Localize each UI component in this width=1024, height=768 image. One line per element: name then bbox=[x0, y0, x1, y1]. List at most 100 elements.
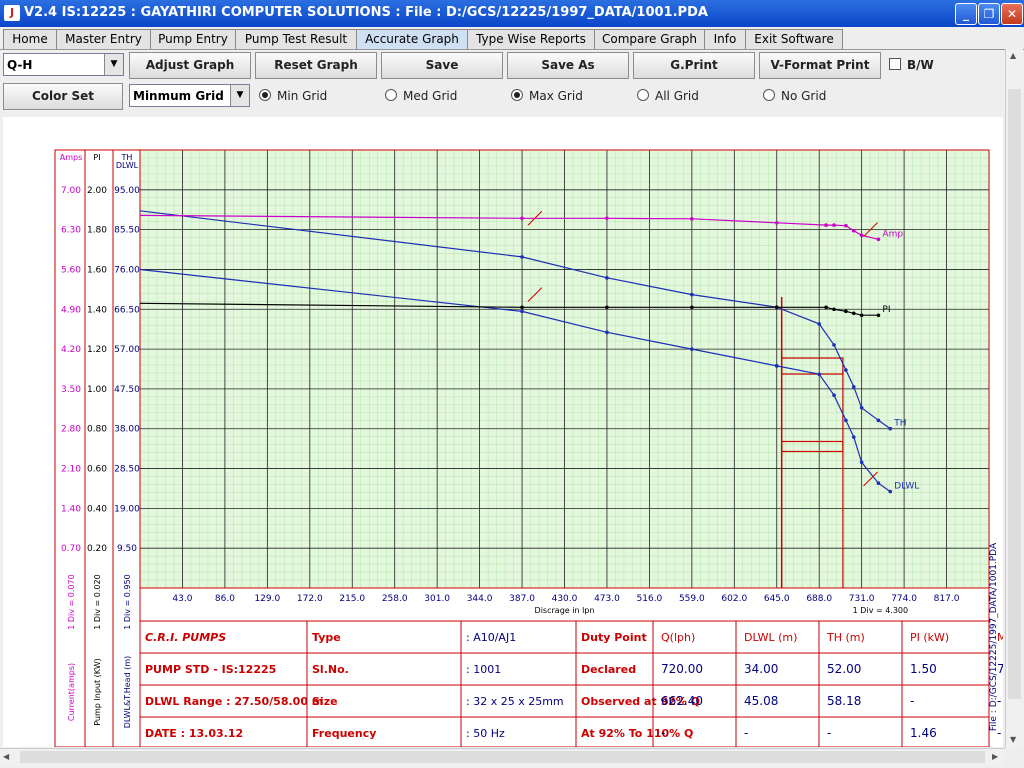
graph-panel: 43.0 86.0 129.0 172.0 215.0 258.0 301.0 344.0 38… bbox=[3, 117, 1024, 748]
side-file-label: File : D:/GCS/12225/1997_DATA/1001.PDA bbox=[989, 542, 999, 731]
tab-compare-graph[interactable]: Compare Graph bbox=[594, 29, 705, 49]
save-button[interactable]: Save bbox=[381, 52, 503, 79]
x-axis-label: Discrage in lpn bbox=[535, 606, 595, 615]
table-cell: - bbox=[997, 694, 1001, 708]
radio-no-grid[interactable]: No Grid bbox=[763, 89, 826, 103]
data-point bbox=[520, 309, 524, 314]
y-axis-label: DLWL&T.Head (m) bbox=[123, 656, 132, 728]
grid-select[interactable]: Minmum Grid ▼ bbox=[129, 84, 250, 107]
radio-icon[interactable] bbox=[511, 89, 523, 101]
adjust-graph-button[interactable]: Adjust Graph bbox=[129, 52, 251, 79]
y-div-note: 1 Div = 0.070 bbox=[67, 574, 76, 629]
close-button[interactable]: ✕ bbox=[1001, 3, 1023, 25]
table-cell: : A10/AJ1 bbox=[466, 631, 516, 644]
data-point bbox=[690, 347, 694, 351]
table-cell: C.R.I. PUMPS bbox=[145, 631, 226, 644]
y-tick-label: 57.00 bbox=[114, 345, 140, 355]
tolerance-marker bbox=[527, 210, 543, 226]
radio-max-grid[interactable]: Max Grid bbox=[511, 89, 583, 103]
data-point bbox=[876, 481, 881, 486]
radio-icon[interactable] bbox=[763, 89, 775, 101]
gprint-button[interactable]: G.Print bbox=[633, 52, 755, 79]
y-tick-label: 2.10 bbox=[61, 465, 81, 475]
radio-icon[interactable] bbox=[259, 89, 271, 101]
graph-type-select[interactable]: Q-H ▼ bbox=[3, 53, 124, 76]
chevron-down-icon[interactable]: ▼ bbox=[104, 54, 123, 75]
tolerance-marker bbox=[527, 287, 543, 302]
data-point bbox=[851, 435, 856, 439]
scroll-down-icon[interactable]: ▼ bbox=[1010, 735, 1017, 744]
x-tick-label: 301.0 bbox=[424, 594, 450, 604]
vertical-scrollbar[interactable]: ▲ ▼ bbox=[1005, 49, 1023, 748]
java-app-icon: J bbox=[4, 5, 20, 21]
radio-icon[interactable] bbox=[385, 89, 397, 101]
scroll-right-icon[interactable]: ▶ bbox=[992, 752, 999, 761]
data-point bbox=[774, 305, 779, 310]
radio-min-grid[interactable]: Min Grid bbox=[259, 89, 327, 103]
x-tick-label: 387.0 bbox=[509, 594, 535, 604]
radio-label: Max Grid bbox=[529, 89, 583, 103]
bw-checkbox[interactable]: B/W bbox=[889, 58, 934, 72]
data-point bbox=[520, 216, 524, 221]
vformat-print-button[interactable]: V-Format Print bbox=[759, 52, 881, 79]
tab-exit-software[interactable]: Exit Software bbox=[745, 29, 843, 49]
x-tick-label: 774.0 bbox=[891, 594, 917, 604]
table-cell: Duty Point bbox=[581, 631, 647, 644]
data-point bbox=[824, 223, 828, 227]
minimize-button[interactable]: _ bbox=[955, 3, 977, 25]
x-tick-label: 86.0 bbox=[215, 594, 235, 604]
y-tick-label: 9.50 bbox=[117, 544, 137, 554]
x-tick-label: 731.0 bbox=[849, 594, 875, 604]
tab-pump-entry[interactable]: Pump Entry bbox=[150, 29, 236, 49]
table-cell: 720.00 bbox=[661, 662, 703, 676]
series-label: Amp bbox=[882, 229, 903, 239]
x-tick-label: 516.0 bbox=[637, 594, 663, 604]
tab-pump-test-result[interactable]: Pump Test Result bbox=[235, 29, 357, 49]
tab-home[interactable]: Home bbox=[3, 29, 57, 49]
radio-all-grid[interactable]: All Grid bbox=[637, 89, 699, 103]
scroll-thumb[interactable] bbox=[1008, 89, 1021, 699]
radio-med-grid[interactable]: Med Grid bbox=[385, 89, 457, 103]
graph-type-value: Q-H bbox=[7, 58, 33, 72]
table-cell: PUMP STD - IS:12225 bbox=[145, 663, 276, 676]
y-tick-label: 1.00 bbox=[87, 385, 107, 395]
table-cell: TH (m) bbox=[826, 631, 865, 644]
tolerance-marker bbox=[863, 471, 878, 487]
data-point bbox=[844, 223, 848, 228]
tolerance-marker bbox=[863, 222, 878, 237]
table-cell: - bbox=[661, 726, 665, 740]
scroll-up-icon[interactable]: ▲ bbox=[1010, 51, 1017, 60]
scroll-left-icon[interactable]: ◀ bbox=[3, 752, 10, 761]
reset-graph-button[interactable]: Reset Graph bbox=[255, 52, 377, 79]
radio-icon[interactable] bbox=[637, 89, 649, 101]
tab-accurate-graph[interactable]: Accurate Graph bbox=[356, 29, 468, 49]
y-axis-label: Pump Input (KW) bbox=[93, 658, 102, 726]
checkbox-icon[interactable] bbox=[889, 58, 901, 70]
x-tick-label: 258.0 bbox=[382, 594, 408, 604]
data-point bbox=[690, 305, 694, 310]
table-cell: 1.46 bbox=[910, 726, 937, 740]
maximize-button[interactable]: ❐ bbox=[978, 3, 1000, 25]
scroll-thumb[interactable] bbox=[20, 751, 985, 763]
chevron-down-icon[interactable]: ▼ bbox=[230, 85, 249, 106]
title-bar: J V2.4 IS:12225 : GAYATHIRI COMPUTER SOL… bbox=[0, 0, 1024, 27]
y-tick-label: 1.20 bbox=[87, 345, 107, 355]
horizontal-scrollbar[interactable]: ◀ ▶ bbox=[0, 748, 1005, 766]
y-tick-label: 0.80 bbox=[87, 425, 107, 435]
y-axis-name: TH bbox=[121, 153, 133, 162]
series-label: DLWL bbox=[894, 482, 919, 492]
color-set-button[interactable]: Color Set bbox=[3, 83, 123, 110]
tab-info[interactable]: Info bbox=[704, 29, 746, 49]
tab-type-wise-reports[interactable]: Type Wise Reports bbox=[467, 29, 595, 49]
table-cell: DLWL Range : 27.50/58.00 m bbox=[145, 695, 323, 708]
duty-box-th bbox=[781, 357, 844, 375]
y-tick-label: 76.00 bbox=[114, 265, 140, 275]
series-label: PI bbox=[882, 305, 890, 315]
table-cell: At 92% To 110% Q bbox=[581, 727, 693, 740]
y-tick-label: 7.00 bbox=[61, 186, 81, 196]
save-as-button[interactable]: Save As bbox=[507, 52, 629, 79]
data-point bbox=[851, 385, 856, 389]
y-tick-label: 2.80 bbox=[61, 425, 81, 435]
table-cell: 45.08 bbox=[744, 694, 778, 708]
tab-master-entry[interactable]: Master Entry bbox=[56, 29, 151, 49]
